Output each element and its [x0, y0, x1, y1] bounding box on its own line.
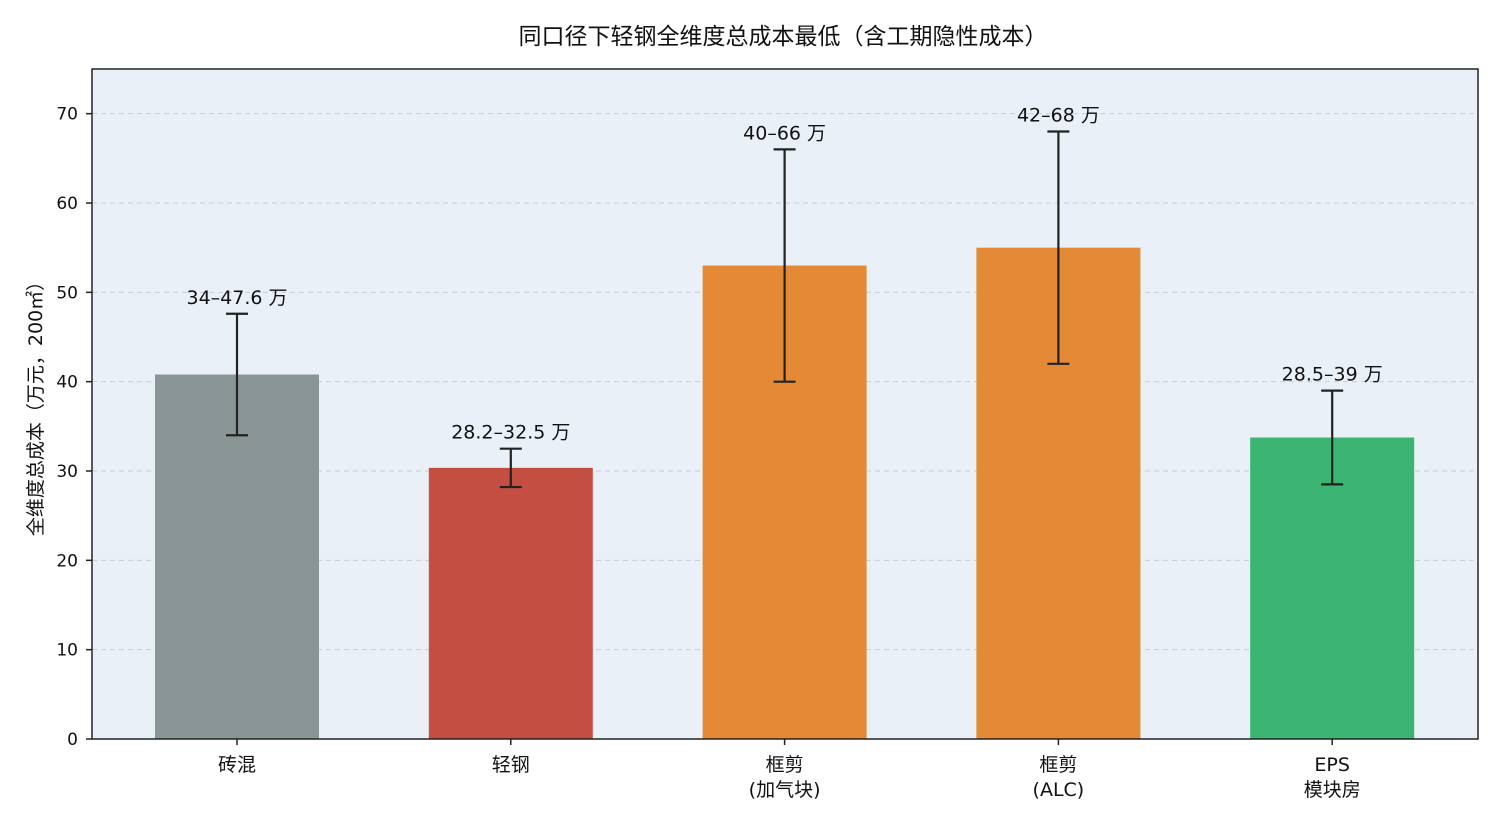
bar: [428, 467, 593, 739]
x-axis: 砖混 轻钢 框剪 (加气块) 框剪 (ALC) EPS 模块房: [218, 739, 1361, 801]
y-axis: 0 10 20 30 40 50 60 70: [56, 105, 92, 750]
x-tick-label: (ALC): [1033, 779, 1085, 801]
x-tick-label: 框剪: [1039, 754, 1077, 776]
chart-title: 同口径下轻钢全维度总成本最低（含工期隐性成本）: [519, 24, 1048, 50]
data-label: 42–68 万: [1017, 105, 1100, 127]
y-tick-label: 60: [56, 194, 78, 214]
data-label: 34–47.6 万: [186, 287, 287, 309]
x-tick-label: 轻钢: [492, 754, 530, 776]
y-tick-label: 50: [56, 283, 78, 303]
y-tick-label: 20: [56, 551, 78, 571]
bar: [1250, 437, 1415, 739]
y-tick-label: 30: [56, 462, 78, 482]
y-tick-label: 40: [56, 373, 78, 393]
y-tick-label: 10: [56, 641, 78, 661]
y-tick-label: 0: [67, 730, 78, 750]
data-label: 28.2–32.5 万: [451, 422, 570, 444]
data-label: 40–66 万: [743, 122, 826, 144]
data-labels: 34–47.6 万 28.2–32.5 万 40–66 万 42–68 万 28.5–3…: [186, 105, 1382, 444]
y-axis-label: 全维度总成本（万元，200㎡）: [24, 272, 47, 536]
x-tick-label: (加气块): [749, 779, 821, 801]
x-tick-label: 砖混: [218, 754, 256, 776]
data-label: 28.5–39 万: [1282, 364, 1383, 386]
x-tick-label: 框剪: [766, 754, 804, 776]
x-tick-label: EPS: [1314, 754, 1350, 776]
y-tick-label: 70: [56, 105, 78, 125]
error-bars: [226, 130, 1344, 489]
x-tick-label: 模块房: [1304, 779, 1361, 801]
bars: [155, 247, 1415, 739]
